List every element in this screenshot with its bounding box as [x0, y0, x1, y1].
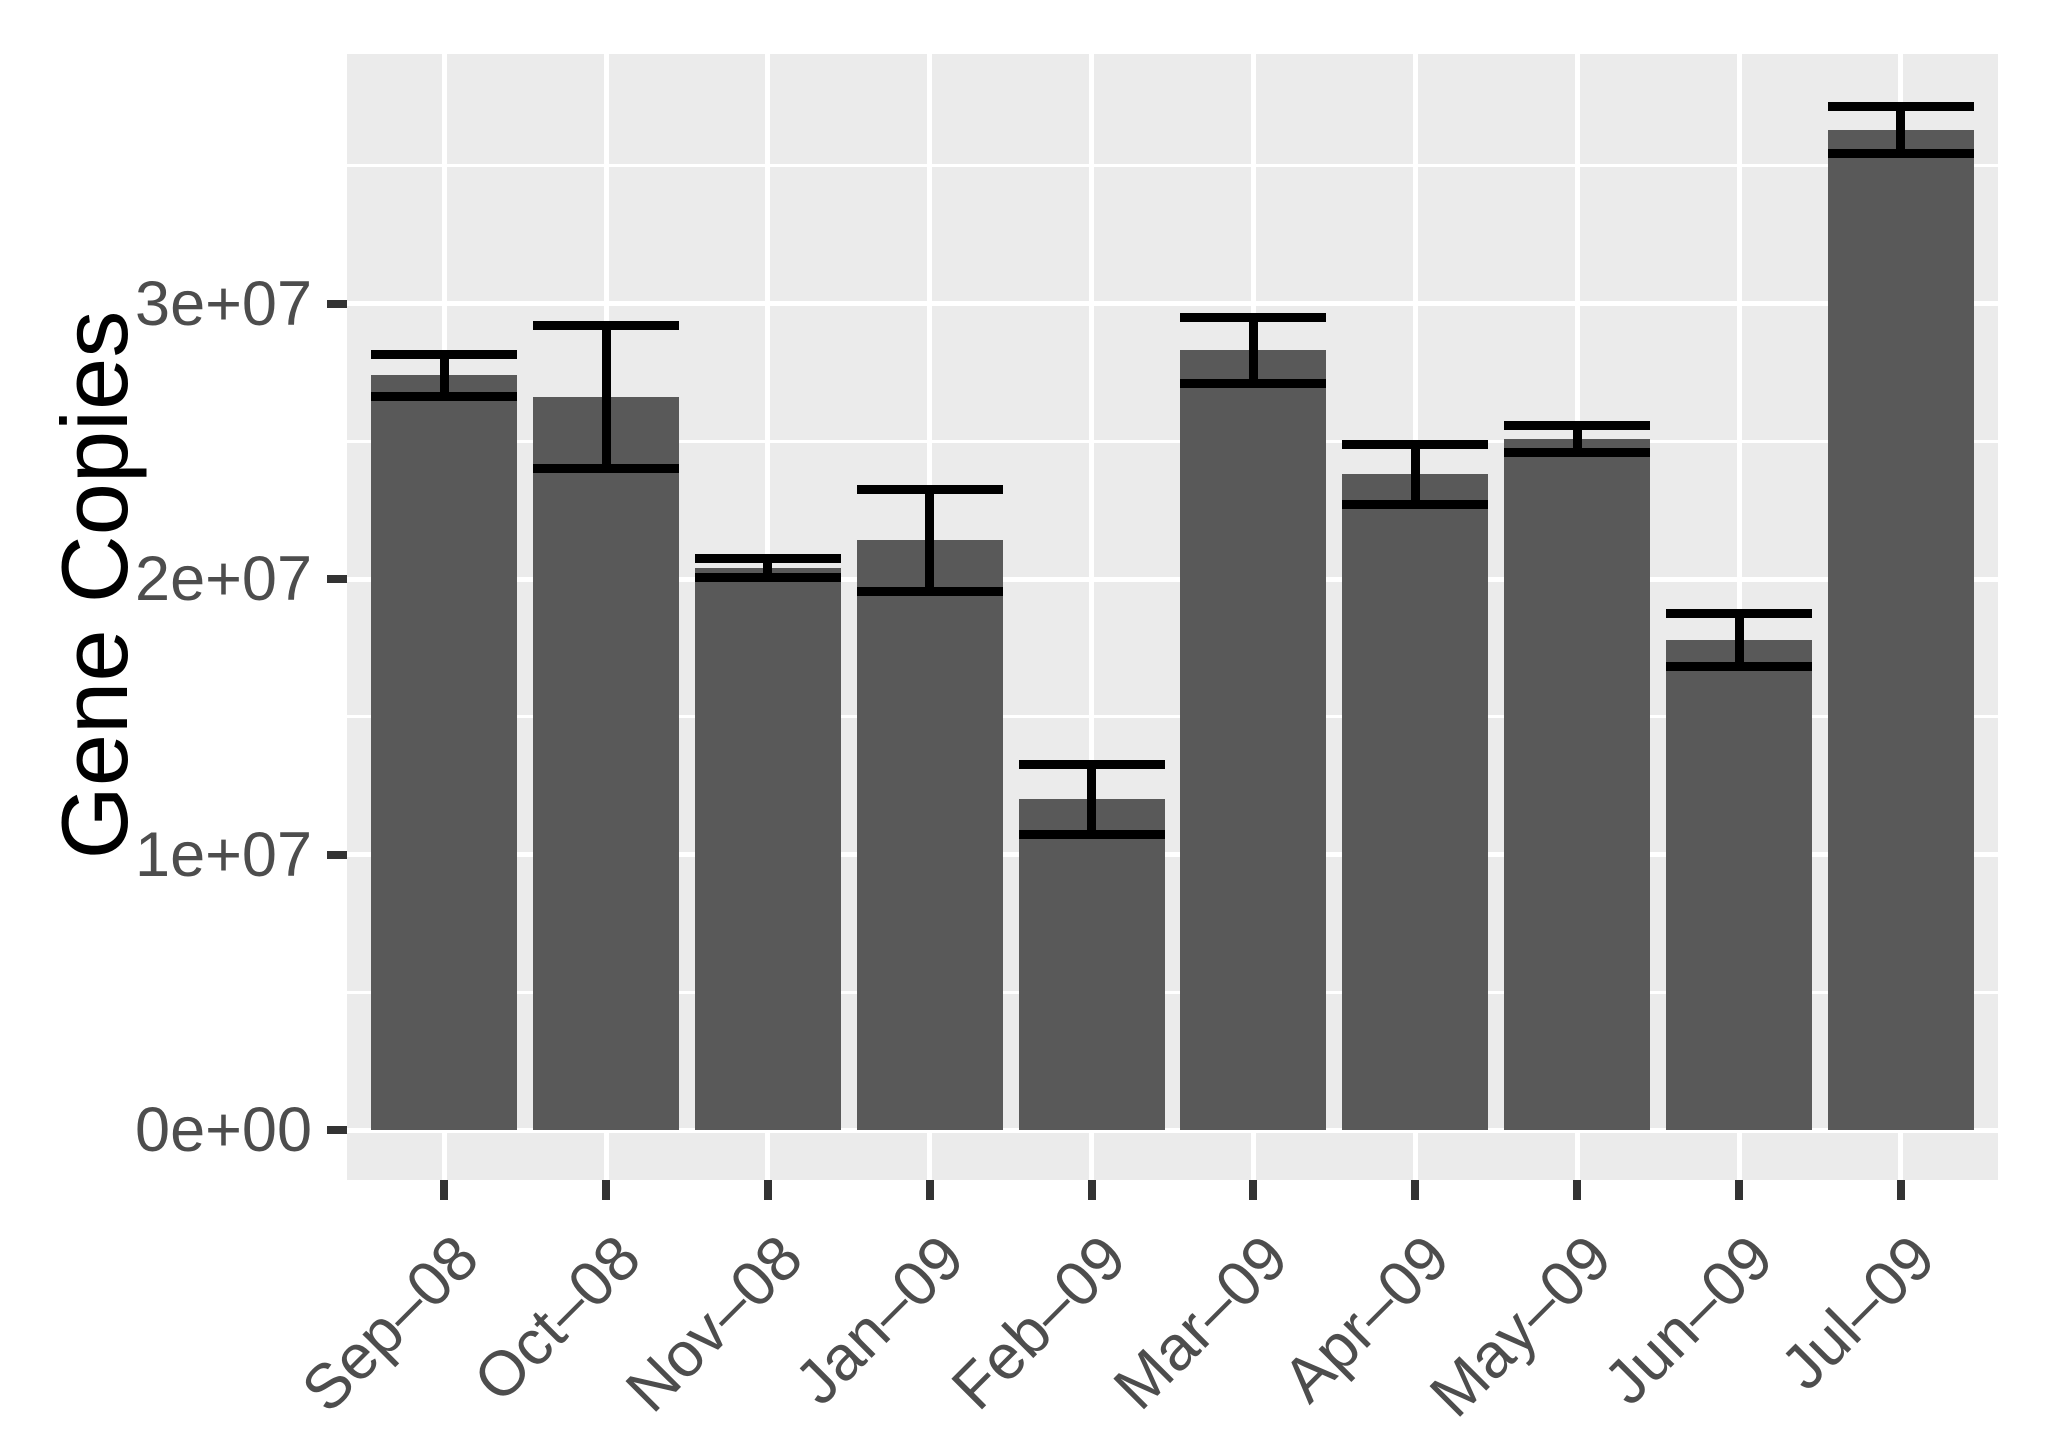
error-bar-stem	[439, 354, 449, 397]
bar	[856, 540, 1003, 1130]
x-axis-tick-label: Feb–09	[938, 1222, 1140, 1423]
gridline-major-h	[347, 852, 1998, 857]
error-bar-cap-upper	[694, 553, 841, 563]
error-bar-stem	[1410, 444, 1420, 505]
x-axis-tick-label: Mar–09	[1100, 1222, 1302, 1423]
error-bar-cap-lower	[856, 586, 1003, 596]
gridline-major-h	[347, 301, 1998, 306]
y-axis-tick	[327, 299, 347, 308]
gridline-major-v	[1089, 54, 1095, 1180]
error-bar-cap-lower	[371, 391, 518, 401]
error-bar-stem	[1734, 613, 1744, 667]
x-axis-tick-label: Jul–09	[1767, 1222, 1949, 1404]
error-bar-cap-upper	[1827, 102, 1974, 111]
bar	[694, 568, 841, 1130]
error-bar-stem	[763, 558, 773, 578]
error-bar-cap-upper	[533, 321, 679, 330]
bar	[371, 375, 518, 1130]
error-bar-stem	[1896, 106, 1906, 154]
error-bar-cap-lower	[1666, 661, 1812, 671]
error-bar-cap-upper	[1018, 759, 1165, 769]
x-axis-tick-label: Jun–09	[1591, 1222, 1787, 1418]
error-bar-cap-lower	[1827, 148, 1974, 158]
gridline-minor-h	[347, 990, 1998, 994]
x-axis-tick	[1411, 1180, 1420, 1200]
error-bar-cap-upper	[1666, 608, 1812, 618]
x-axis-tick-label: May–09	[1416, 1222, 1625, 1431]
x-axis-tick	[925, 1180, 934, 1200]
bar	[1827, 129, 1974, 1130]
x-axis-tick	[602, 1180, 610, 1200]
error-bar-cap-lower	[1018, 829, 1165, 839]
x-axis-tick	[1573, 1180, 1582, 1200]
x-axis-tick-label: Jan–09	[781, 1222, 978, 1418]
error-bar-cap-upper	[1504, 420, 1651, 430]
error-bar-stem	[1248, 317, 1258, 384]
y-axis-tick-label: 3e+07	[135, 268, 312, 339]
y-axis-tick	[327, 575, 347, 583]
gridline-major-h	[347, 576, 1998, 582]
error-bar-stem	[1572, 425, 1582, 452]
y-axis-tick-label: 2e+07	[135, 544, 312, 614]
x-axis-tick	[440, 1180, 449, 1200]
x-axis-tick-label: Sep–08	[288, 1222, 492, 1426]
x-axis-tick-label: Nov–08	[612, 1222, 816, 1426]
error-bar-cap-lower	[1504, 447, 1651, 457]
x-axis-tick	[1735, 1180, 1743, 1200]
gridline-major-h	[347, 1127, 1998, 1133]
bars-layer	[347, 54, 1998, 1180]
bar	[1018, 799, 1165, 1130]
error-bar-stem	[1087, 764, 1097, 835]
gridline-minor-h	[347, 164, 1998, 168]
y-axis-tick	[327, 1126, 347, 1134]
x-axis-tick	[763, 1180, 772, 1200]
gridline-minor-h	[347, 715, 1998, 719]
error-bar-cap-upper	[1180, 312, 1327, 322]
x-axis-tick	[1087, 1180, 1096, 1200]
x-axis-tick	[1249, 1180, 1258, 1200]
gridline-minor-h	[347, 439, 1998, 443]
error-bar-stem	[601, 325, 611, 469]
error-bar-cap-upper	[371, 349, 518, 359]
y-axis-tick-label: 0e+00	[135, 1095, 312, 1165]
bar	[533, 397, 679, 1130]
error-bar-stem	[925, 489, 935, 592]
bar	[1666, 639, 1812, 1130]
plot-panel	[347, 54, 1998, 1180]
error-bar-cap-upper	[856, 485, 1003, 494]
error-bar-cap-lower	[533, 464, 679, 474]
error-bar-cap-upper	[1342, 439, 1489, 449]
x-axis-tick	[1896, 1180, 1905, 1200]
error-bar-cap-lower	[1180, 379, 1327, 389]
error-bars-layer	[347, 54, 1998, 1180]
y-axis-tick	[327, 850, 347, 859]
bar	[1180, 350, 1327, 1130]
y-axis-tick-label: 1e+07	[135, 819, 312, 890]
error-bar-cap-lower	[1342, 500, 1489, 510]
bar	[1504, 438, 1651, 1130]
error-bar-cap-lower	[694, 573, 841, 583]
y-axis-title: Gene Copies	[42, 310, 147, 860]
bar	[1342, 474, 1489, 1130]
